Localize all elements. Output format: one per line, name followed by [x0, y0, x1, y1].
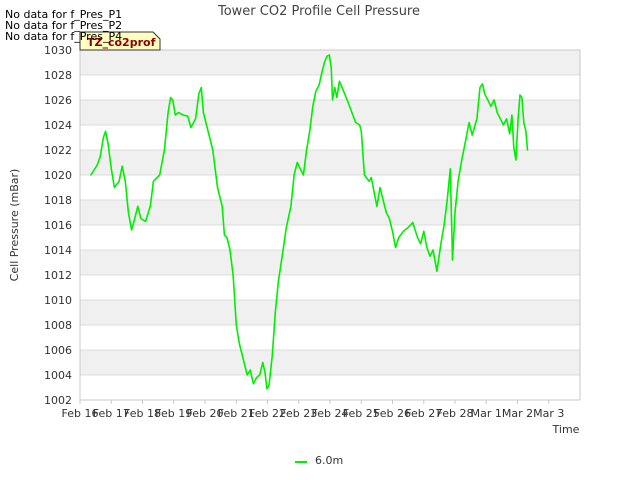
- x-tick-label: Feb 17: [93, 407, 130, 420]
- x-tick-label: Feb 28: [437, 407, 474, 420]
- plot-band: [80, 200, 580, 225]
- x-tick-label: Feb 16: [62, 407, 99, 420]
- x-axis-label: Time: [552, 423, 580, 436]
- y-tick-label: 1020: [44, 169, 72, 182]
- plot-band: [80, 250, 580, 275]
- x-tick-label: Feb 19: [155, 407, 192, 420]
- x-tick-label: Feb 24: [312, 407, 349, 420]
- station-badge-box: [79, 31, 161, 51]
- y-tick-label: 1030: [44, 44, 72, 57]
- y-tick-label: 1008: [44, 319, 72, 332]
- series-line-6.0m: [90, 54, 529, 390]
- legend-label: 6.0m: [315, 454, 343, 467]
- x-tick-label: Feb 25: [343, 407, 380, 420]
- y-tick-label: 1024: [44, 119, 72, 132]
- y-tick-label: 1010: [44, 294, 72, 307]
- no-data-message: No data for f_Pres_P4: [5, 30, 123, 43]
- plot-band: [80, 300, 580, 325]
- legend: 6.0m: [295, 454, 343, 467]
- station-badge-label: TZ_co2prof: [87, 36, 156, 49]
- y-tick-label: 1016: [44, 219, 72, 232]
- x-tick-label: Feb 26: [374, 407, 411, 420]
- x-tick-label: Mar 3: [533, 407, 564, 420]
- y-tick-label: 1012: [44, 269, 72, 282]
- gridlines: [80, 49, 580, 401]
- x-tick-label: Feb 27: [405, 407, 442, 420]
- y-tick-label: 1018: [44, 194, 72, 207]
- x-tick-label: Feb 18: [124, 407, 161, 420]
- plot-background-bands: [80, 50, 580, 375]
- no-data-message: No data for f_Pres_P2: [5, 19, 123, 32]
- y-tick-label: 1004: [44, 369, 72, 382]
- y-tick-label: 1028: [44, 69, 72, 82]
- y-tick-label: 1014: [44, 244, 72, 257]
- x-tick-label: Mar 1: [471, 407, 502, 420]
- x-tick-label: Feb 20: [187, 407, 224, 420]
- y-tick-label: 1022: [44, 144, 72, 157]
- y-axis: 1002 1004 1006 1008 1010 1012 1014 1016 1018 1020…: [44, 44, 72, 407]
- plot-band: [80, 350, 580, 375]
- series-layer: [90, 54, 529, 390]
- y-tick-label: 1002: [44, 394, 72, 407]
- x-tick-label: Feb 21: [218, 407, 255, 420]
- x-tick-label: Feb 23: [280, 407, 317, 420]
- y-axis-label: Cell Pressure (mBar): [8, 169, 21, 282]
- chart-title: Tower CO2 Profile Cell Pressure: [217, 4, 420, 19]
- no-data-message: No data for f_Pres_P1: [5, 8, 123, 21]
- station-badge: TZ_co2prof: [79, 31, 161, 51]
- y-tick-label: 1006: [44, 344, 72, 357]
- plot-band: [80, 150, 580, 175]
- x-tick-label: Feb 22: [249, 407, 286, 420]
- y-tick-label: 1026: [44, 94, 72, 107]
- x-tick-label: Mar 2: [502, 407, 533, 420]
